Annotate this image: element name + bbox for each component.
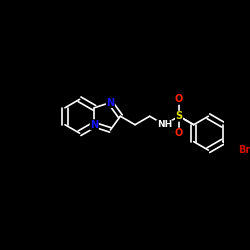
Text: NH: NH bbox=[157, 120, 172, 129]
Text: N: N bbox=[90, 120, 98, 130]
Text: N: N bbox=[106, 98, 114, 108]
Text: O: O bbox=[175, 128, 183, 138]
Text: S: S bbox=[176, 111, 182, 121]
Text: Br: Br bbox=[238, 145, 250, 155]
Text: O: O bbox=[175, 94, 183, 104]
